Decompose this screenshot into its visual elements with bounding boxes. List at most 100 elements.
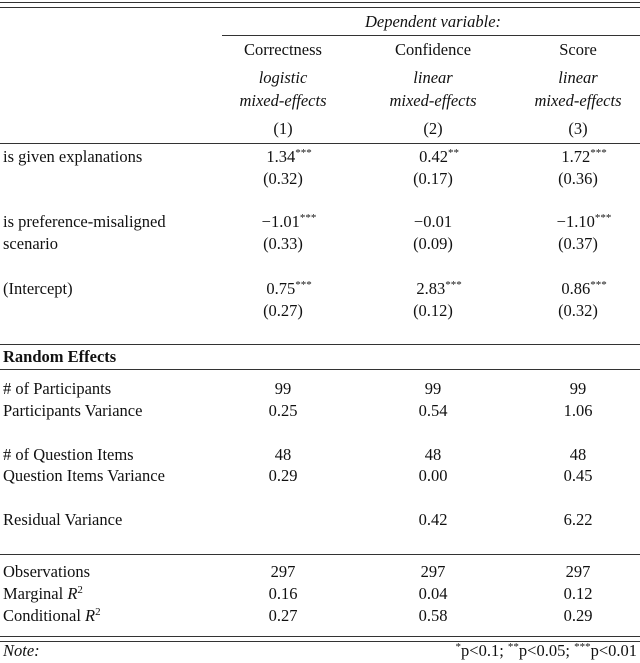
significance-stars: * (455, 641, 462, 653)
stat-label: Conditional R (3, 606, 96, 625)
standard-error: (0.09) (413, 234, 453, 253)
row-label: Participants Variance (3, 401, 143, 420)
column-number: (3) (568, 119, 588, 138)
row-label: # of Question Items (3, 445, 134, 464)
note-label: Note: (3, 641, 40, 660)
cell-value: 0.27 (268, 606, 298, 625)
coefficient-value: 1.34*** (266, 147, 311, 167)
standard-error: (0.27) (263, 301, 303, 320)
random-effects-rule (0, 344, 640, 346)
standard-error: (0.12) (413, 301, 453, 320)
row-label: scenario (3, 234, 58, 253)
estimate: 2.83 (416, 279, 446, 298)
significance-stars: *** (295, 279, 312, 291)
coefficient-value: −1.10*** (557, 212, 612, 232)
bottom-rule (0, 636, 640, 638)
header-rule (0, 143, 640, 145)
random-effects-header-rule (0, 369, 640, 371)
column-number: (2) (423, 119, 443, 138)
standard-error: (0.37) (558, 234, 598, 253)
significance-stars: *** (590, 279, 607, 291)
dependent-variable-label: Dependent variable: (364, 12, 502, 31)
significance-threshold: p<0.01 (590, 641, 637, 660)
standard-error: (0.32) (263, 169, 303, 188)
row-label: Observations (3, 562, 90, 582)
estimate: −0.01 (413, 212, 453, 231)
estimate: −1.10 (556, 212, 595, 231)
cell-value: 48 (424, 445, 442, 464)
coefficient-value: 1.72*** (561, 147, 606, 167)
estimate: 1.72 (561, 147, 591, 166)
cell-value: 48 (569, 445, 587, 464)
column-number: (1) (273, 119, 293, 138)
cell-value: 1.06 (563, 401, 593, 420)
column-model_line1: logistic (258, 68, 308, 87)
stats-rule (0, 554, 640, 556)
coefficient-value: 0.75*** (266, 279, 311, 299)
coefficient-value: −0.01 (414, 212, 452, 232)
standard-error: (0.32) (558, 301, 598, 320)
stat-label: Marginal R (3, 584, 78, 603)
cell-value: 297 (270, 562, 296, 581)
significance-stars: ** (507, 641, 519, 653)
superscript: 2 (77, 584, 83, 596)
r-symbol: R (67, 584, 78, 603)
standard-error: (0.33) (263, 234, 303, 253)
significance-stars: ** (447, 147, 459, 159)
row-label: is preference-misaligned (3, 212, 166, 231)
cell-value: 0.04 (418, 584, 448, 603)
cell-value: 297 (565, 562, 591, 581)
estimate: 0.75 (266, 279, 296, 298)
cell-value: 0.58 (418, 606, 448, 625)
significance-threshold: p<0.1; (461, 641, 508, 660)
significance-stars: *** (295, 147, 312, 159)
column-name: Confidence (394, 40, 472, 59)
row-label: is given explanations (3, 147, 143, 166)
significance-stars: *** (445, 279, 462, 291)
estimate: 0.86 (561, 279, 591, 298)
cell-value: 0.12 (563, 584, 593, 603)
cell-value: 6.22 (563, 510, 593, 529)
column-model_line1: linear (558, 68, 598, 87)
coefficient-value: 0.86*** (561, 279, 606, 299)
estimate: 1.34 (266, 147, 296, 166)
top-rule (0, 2, 640, 4)
significance-stars: *** (574, 641, 591, 653)
cell-value: 0.29 (268, 466, 298, 485)
standard-error: (0.36) (558, 169, 598, 188)
significance-stars: *** (299, 212, 317, 224)
cell-value: 0.42 (418, 510, 448, 529)
cell-value: 0.25 (268, 401, 298, 420)
column-model_line1: linear (413, 68, 453, 87)
row-label: Question Items Variance (3, 466, 165, 485)
estimate: −1.01 (261, 212, 300, 231)
bottom-rule (0, 640, 640, 642)
cell-value: 48 (274, 445, 292, 464)
row-label: Marginal R2 (3, 584, 83, 604)
column-name: Correctness (244, 40, 322, 59)
cell-value: 0.45 (563, 466, 593, 485)
top-rule (0, 6, 640, 8)
significance-stars: *** (594, 212, 612, 224)
significance-stars: *** (590, 147, 607, 159)
coefficient-value: 0.42** (419, 147, 459, 167)
cell-value: 0.00 (418, 466, 448, 485)
standard-error: (0.17) (413, 169, 453, 188)
coefficient-value: 2.83*** (416, 279, 461, 299)
cell-value: 297 (420, 562, 446, 581)
cell-value: 99 (569, 379, 587, 398)
significance-legend: *p<0.1; **p<0.05; ***p<0.01 (456, 641, 637, 661)
row-label: # of Participants (3, 379, 112, 398)
significance-threshold: p<0.05; (518, 641, 575, 660)
row-label: Conditional R2 (3, 606, 101, 626)
cell-value: 0.16 (268, 584, 298, 603)
row-label: Residual Variance (3, 510, 123, 529)
estimate: 0.42 (419, 147, 448, 166)
r-symbol: R (85, 606, 96, 625)
cell-value: 99 (274, 379, 292, 398)
cell-value: 99 (424, 379, 442, 398)
cell-value: 0.29 (563, 606, 593, 625)
cell-value: 0.54 (418, 401, 448, 420)
random-effects-title: Random Effects (3, 347, 117, 366)
column-model_line2: mixed-effects (389, 91, 477, 110)
